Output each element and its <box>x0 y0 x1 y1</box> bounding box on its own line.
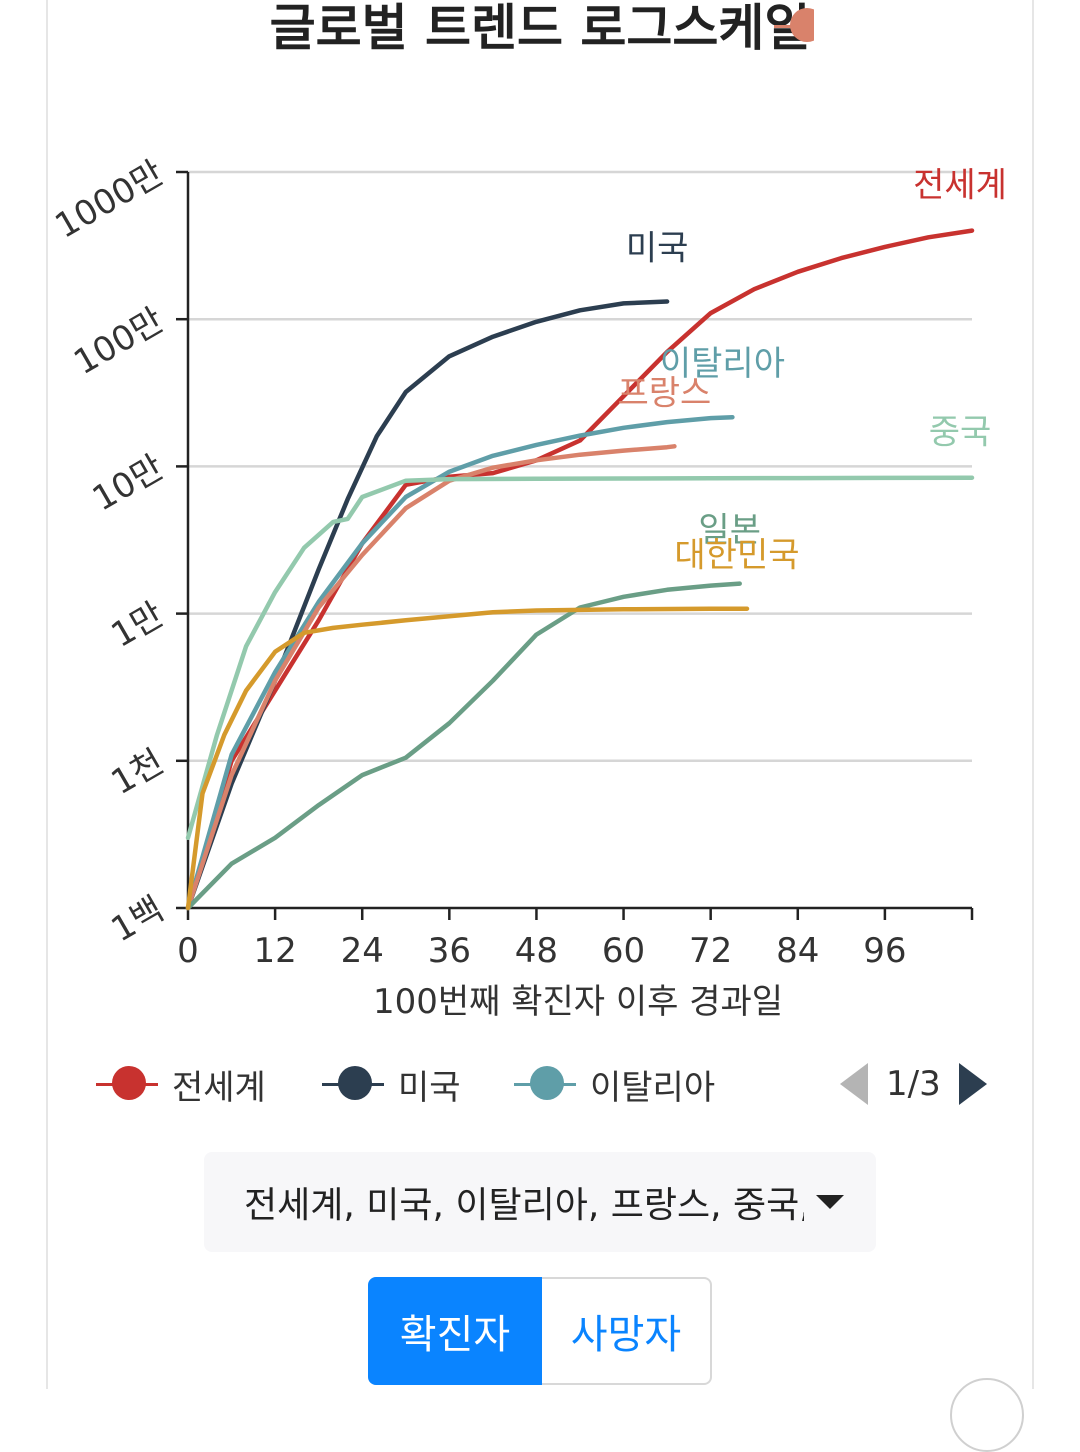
legend-dot <box>338 1066 372 1100</box>
legend-dot <box>530 1066 564 1100</box>
series-end-label: 프랑스 <box>617 373 711 413</box>
legend-item-world[interactable]: 전세계 <box>96 1058 266 1110</box>
x-tick-label: 36 <box>428 931 471 971</box>
y-tick-label: 1천 <box>105 742 171 803</box>
x-tick-label: 48 <box>515 931 558 971</box>
series-line <box>185 228 975 911</box>
country-select-value: 전세계, 미국, 이탈리아, 프랑스, 중국, 일본, 대한민국 <box>244 1185 804 1226</box>
x-tick-label: 0 <box>177 931 199 971</box>
series-end-label: 중국 <box>929 413 992 453</box>
series-line <box>185 444 677 911</box>
legend-line <box>774 25 794 28</box>
log-scale-chart: 1백 1천 1만 10만 100만 1000만 0 12 24 36 48 60 72 84 96 100번째… <box>48 153 1007 1022</box>
series-end-label: 일본 <box>698 511 761 551</box>
series-line <box>185 606 750 911</box>
legend-pager: 1/3 <box>840 1058 987 1110</box>
x-axis-label: 100번째 확진자 이후 경과일 <box>373 982 783 1022</box>
legend-item-usa[interactable]: 미국 <box>322 1058 461 1110</box>
series-end-label: 대한민국 <box>674 536 799 576</box>
next-page-icon[interactable] <box>958 1063 987 1105</box>
frame-border-left <box>46 0 48 1389</box>
page-indicator: 1/3 <box>886 1064 941 1104</box>
legend-item-italy[interactable]: 이탈리아 <box>514 1058 715 1110</box>
x-tick-label: 72 <box>689 931 732 971</box>
chart-title: 글로벌 트렌드 로그스케일 <box>269 0 811 57</box>
legend-label: 미국 <box>398 1067 461 1108</box>
confirmed-button[interactable]: 확진자 <box>368 1277 542 1385</box>
frame-border-right <box>1032 0 1034 1389</box>
series-end-label: 미국 <box>626 228 689 268</box>
y-tick-label: 100만 <box>67 300 170 383</box>
legend-marker <box>514 1066 576 1102</box>
legend: 전세계 미국 이탈리아 <box>96 1058 996 1110</box>
y-tick-label: 1000만 <box>48 153 170 247</box>
series-line <box>185 475 975 841</box>
series-line <box>185 414 735 911</box>
legend-label: 전세계 <box>172 1067 266 1108</box>
x-tick-label: 60 <box>602 931 645 971</box>
deaths-button[interactable]: 사망자 <box>542 1277 712 1385</box>
x-tick-label: 24 <box>341 931 384 971</box>
metric-toggle: 확진자 사망자 <box>368 1277 712 1385</box>
x-tick-label: 12 <box>253 931 296 971</box>
series-line <box>185 581 742 911</box>
prev-page-icon[interactable] <box>840 1063 868 1105</box>
caret-down-icon <box>816 1195 844 1209</box>
y-tick-label: 10만 <box>86 448 171 520</box>
legend-dot <box>790 8 814 42</box>
x-tick-label: 84 <box>776 931 819 971</box>
series-end-label: 이탈리아 <box>660 344 785 384</box>
country-select[interactable]: 전세계, 미국, 이탈리아, 프랑스, 중국, 일본, 대한민국 <box>204 1152 876 1252</box>
series-end-label: 전세계 <box>913 166 1007 206</box>
corner-circle <box>950 1378 1024 1452</box>
legend-marker <box>322 1066 384 1102</box>
legend-item-partial[interactable] <box>774 8 814 44</box>
legend-dot <box>112 1066 146 1100</box>
legend-marker <box>96 1066 158 1102</box>
y-tick-label: 1만 <box>105 595 171 656</box>
legend-label: 이탈리아 <box>590 1067 716 1108</box>
y-tick-label: 1백 <box>105 889 171 950</box>
x-tick-label: 96 <box>863 931 906 971</box>
